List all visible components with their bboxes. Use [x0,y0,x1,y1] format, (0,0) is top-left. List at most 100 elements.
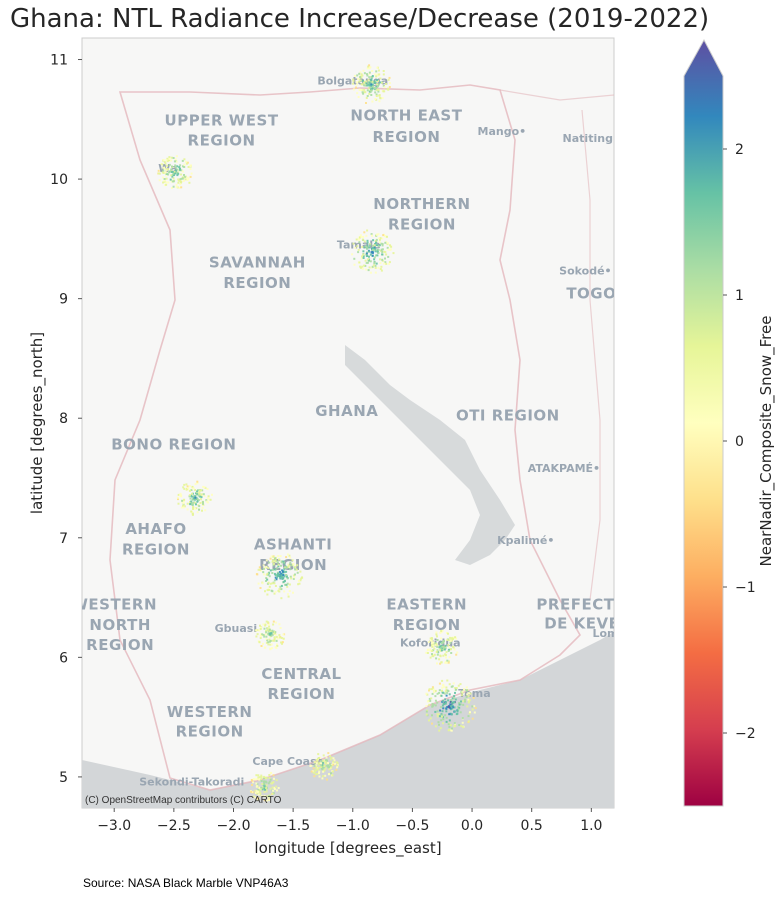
radiance-pixel [439,648,442,651]
radiance-pixel [262,642,264,645]
radiance-pixel [388,261,391,264]
radiance-pixel [366,73,368,76]
radiance-pixel [189,175,192,178]
radiance-pixel [165,169,168,172]
radiance-pixel [277,572,280,575]
radiance-pixel [268,628,271,631]
radiance-pixel [259,792,262,795]
radiance-pixel [366,247,369,250]
radiance-pixel [262,623,265,626]
radiance-pixel [324,774,327,777]
radiance-pixel [360,73,363,76]
radiance-pixel [433,653,436,656]
town-label: Natiting [563,132,613,145]
map-plot-area[interactable]: UPPER WEST REGION NORTH EAST REGION NORTHERN… [71,37,627,809]
radiance-pixel [196,511,199,514]
radiance-pixel [316,772,319,775]
radiance-pixel [436,662,438,665]
radiance-pixel [449,707,452,710]
radiance-pixel [429,699,432,702]
radiance-pixel [352,242,355,245]
region-label: WESTERN [167,703,253,721]
radiance-pixel [363,240,366,243]
radiance-pixel [259,793,262,796]
radiance-pixel [268,774,271,776]
radiance-pixel [322,760,324,763]
radiance-pixel [374,98,377,100]
radiance-pixel [359,265,362,268]
radiance-pixel [370,251,373,254]
radiance-pixel [206,501,209,504]
radiance-pixel [442,699,445,702]
radiance-pixel [366,261,369,264]
radiance-pixel [388,262,390,265]
radiance-pixel [315,765,318,768]
radiance-pixel [390,245,393,248]
radiance-pixel [197,494,200,497]
radiance-pixel [467,720,470,723]
radiance-pixel [260,795,263,798]
radiance-pixel [363,84,365,87]
radiance-pixel [262,564,265,567]
radiance-pixel [449,640,452,643]
radiance-pixel [334,762,337,765]
radiance-pixel [357,77,360,80]
radiance-pixel [375,254,377,257]
radiance-pixel [430,697,433,700]
radiance-pixel [263,799,266,802]
radiance-pixel [188,495,191,498]
radiance-pixel [290,577,293,580]
radiance-pixel [168,163,171,166]
radiance-pixel [168,171,170,174]
radiance-pixel [381,251,384,253]
radiance-pixel [293,576,296,579]
radiance-pixel [441,629,444,632]
radiance-pixel [211,493,213,496]
radiance-pixel [459,711,462,714]
radiance-pixel [450,699,453,701]
radiance-pixel [368,73,371,76]
radiance-pixel [268,776,271,779]
radiance-pixel [280,564,282,567]
radiance-pixel [273,636,276,639]
radiance-pixel [269,557,272,560]
radiance-pixel [443,646,446,649]
radiance-pixel [377,237,380,240]
radiance-pixel [464,698,466,701]
radiance-pixel [265,630,268,632]
radiance-pixel [473,711,476,714]
radiance-pixel [387,248,390,251]
radiance-pixel [325,759,328,762]
radiance-pixel [179,164,182,167]
radiance-pixel [326,778,328,781]
radiance-pixel [377,252,380,254]
region-label: REGION [393,616,461,634]
radiance-pixel [431,650,434,652]
radiance-pixel [198,491,201,494]
radiance-pixel [168,158,171,160]
radiance-pixel [371,265,374,268]
radiance-pixel [374,264,377,267]
radiance-pixel [266,593,269,596]
radiance-pixel [449,724,452,727]
radiance-pixel [267,641,270,644]
radiance-pixel [282,560,285,563]
radiance-pixel [384,261,387,264]
radiance-pixel [385,83,388,85]
radiance-pixel [446,689,449,692]
radiance-pixel [272,792,275,795]
radiance-pixel [279,585,282,588]
radiance-pixel [453,706,456,709]
radiance-pixel [192,506,195,508]
radiance-pixel [269,643,272,646]
radiance-pixel [368,92,371,95]
radiance-pixel [425,705,428,708]
radiance-pixel [386,246,389,249]
x-tick-label: 1.0 [580,818,602,834]
radiance-pixel [194,489,197,491]
radiance-pixel [454,691,456,694]
radiance-pixel [166,160,169,163]
radiance-pixel [363,264,366,267]
radiance-pixel [330,766,333,769]
radiance-pixel [314,761,317,764]
